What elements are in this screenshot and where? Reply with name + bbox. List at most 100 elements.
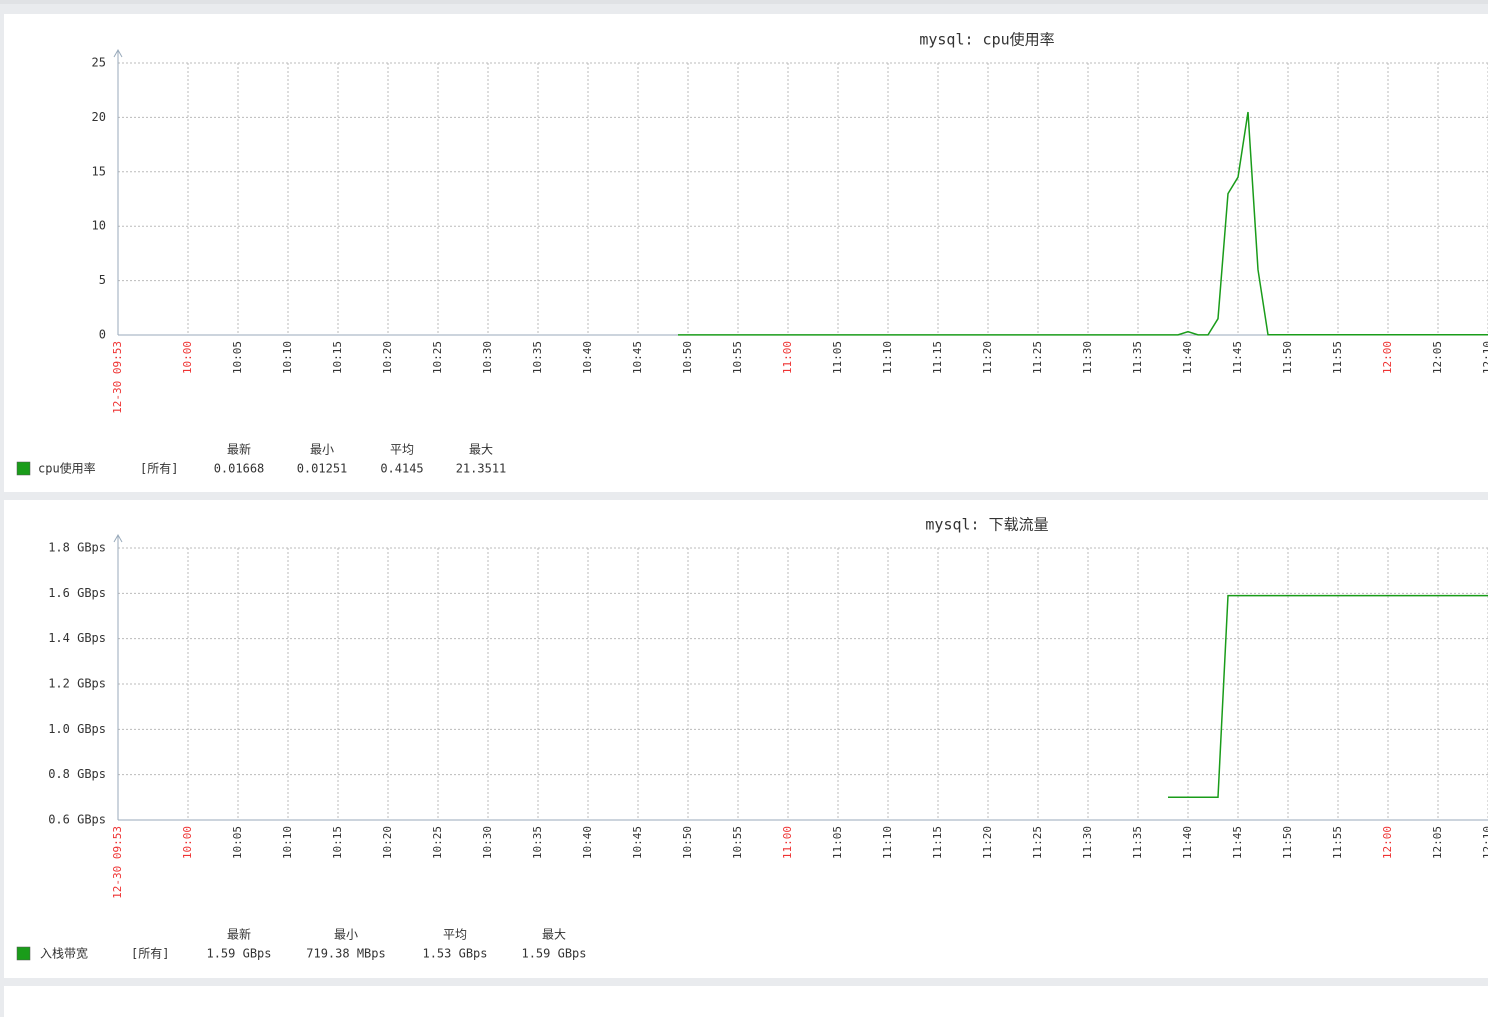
y-tick-label: 1.2 GBps — [48, 677, 106, 691]
y-tick-label: 1.6 GBps — [48, 586, 106, 600]
x-tick-label: 10:30 — [481, 826, 494, 859]
x-tick-label: 11:45 — [1231, 341, 1244, 374]
x-tick-label: 10:00 — [181, 341, 194, 374]
x-tick-label: 11:50 — [1281, 826, 1294, 859]
stat-header: 最新 — [227, 927, 251, 942]
x-tick-label: 12:00 — [1381, 826, 1394, 859]
x-tick-label: 10:15 — [331, 341, 344, 374]
x-tick-label: 10:35 — [531, 341, 544, 374]
stat-header: 最大 — [469, 443, 493, 457]
x-tick-label: 11:05 — [831, 826, 844, 859]
x-tick-label: 11:30 — [1081, 826, 1094, 859]
axis-arrow — [113, 533, 123, 543]
x-tick-label: 12-30 09:53 — [111, 826, 124, 899]
x-tick-label: 10:15 — [331, 826, 344, 859]
x-tick-label: 10:55 — [731, 826, 744, 859]
stat-value: 1.59 GBps — [206, 947, 271, 961]
stat-header: 平均 — [443, 928, 467, 942]
x-tick-label: 11:55 — [1331, 341, 1344, 374]
stat-header: 最大 — [542, 928, 566, 942]
y-tick-label: 5 — [99, 273, 106, 287]
panel — [4, 14, 1488, 492]
x-tick-label: 11:15 — [931, 826, 944, 859]
panel — [4, 986, 1488, 1017]
y-tick-label: 25 — [92, 56, 106, 70]
legend-func: [所有] — [131, 947, 169, 961]
stat-header: 最小 — [334, 928, 358, 942]
x-tick-label: 10:25 — [431, 341, 444, 374]
x-tick-label: 11:15 — [931, 341, 944, 374]
x-tick-label: 12:10 — [1481, 826, 1488, 859]
x-tick-label: 11:20 — [981, 826, 994, 859]
x-tick-label: 11:50 — [1281, 341, 1294, 374]
stat-value: 21.3511 — [456, 462, 507, 476]
x-tick-label: 11:10 — [881, 826, 894, 859]
data-line — [678, 111, 1488, 336]
x-tick-label: 11:30 — [1081, 341, 1094, 374]
axis-arrow — [113, 48, 123, 58]
x-tick-label: 10:40 — [581, 826, 594, 859]
y-tick-label: 1.8 GBps — [48, 541, 106, 555]
x-tick-label: 11:00 — [781, 826, 794, 859]
x-tick-label: 12:05 — [1431, 341, 1444, 374]
y-tick-label: 10 — [92, 219, 106, 233]
x-tick-label: 10:20 — [381, 826, 394, 859]
x-tick-label: 10:50 — [681, 341, 694, 374]
x-tick-label: 10:45 — [631, 341, 644, 374]
x-tick-label: 11:45 — [1231, 826, 1244, 859]
x-tick-label: 10:00 — [181, 826, 194, 859]
x-tick-label: 10:10 — [281, 341, 294, 374]
y-tick-label: 20 — [92, 110, 106, 124]
x-tick-label: 10:35 — [531, 826, 544, 859]
x-tick-label: 11:55 — [1331, 826, 1344, 859]
top-strip — [0, 0, 1488, 4]
y-tick-label: 0 — [99, 328, 106, 342]
x-tick-label: 10:25 — [431, 826, 444, 859]
x-tick-label: 10:20 — [381, 341, 394, 374]
x-tick-label: 11:25 — [1031, 341, 1044, 374]
stat-value: 1.59 GBps — [521, 947, 586, 961]
x-tick-label: 10:05 — [231, 341, 244, 374]
y-tick-label: 0.6 GBps — [48, 813, 106, 827]
x-tick-label: 10:50 — [681, 826, 694, 859]
x-tick-label: 11:05 — [831, 341, 844, 374]
stat-header: 最小 — [310, 443, 334, 457]
stat-value: 0.01668 — [214, 462, 265, 476]
x-tick-label: 10:05 — [231, 826, 244, 859]
x-tick-label: 11:40 — [1181, 826, 1194, 859]
x-tick-label: 12-30 09:53 — [111, 341, 124, 414]
x-tick-label: 10:45 — [631, 826, 644, 859]
x-tick-label: 10:10 — [281, 826, 294, 859]
x-tick-label: 12:10 — [1481, 341, 1488, 374]
x-tick-label: 11:20 — [981, 341, 994, 374]
legend-name: 入栈带宽 — [40, 946, 88, 961]
legend-func: [所有] — [140, 462, 178, 476]
x-tick-label: 11:00 — [781, 341, 794, 374]
stat-value: 0.01251 — [297, 462, 348, 476]
data-line — [1168, 594, 1488, 799]
x-tick-label: 11:35 — [1131, 341, 1144, 374]
y-tick-label: 1.0 GBps — [48, 722, 106, 736]
x-tick-label: 11:40 — [1181, 341, 1194, 374]
stat-header: 最新 — [227, 442, 251, 457]
stat-value: 0.4145 — [380, 462, 423, 476]
x-tick-label: 12:05 — [1431, 826, 1444, 859]
y-tick-label: 0.8 GBps — [48, 767, 106, 781]
panel — [4, 500, 1488, 978]
chart-title: mysql: 下载流量 — [925, 516, 1048, 534]
x-tick-label: 11:35 — [1131, 826, 1144, 859]
legend-swatch — [16, 946, 31, 961]
stat-header: 平均 — [390, 443, 414, 457]
legend-swatch — [16, 461, 31, 476]
y-tick-label: 15 — [92, 164, 106, 178]
x-tick-label: 12:00 — [1381, 341, 1394, 374]
x-tick-label: 11:10 — [881, 341, 894, 374]
stat-value: 1.53 GBps — [422, 947, 487, 961]
x-tick-label: 10:30 — [481, 341, 494, 374]
stat-value: 719.38 MBps — [306, 947, 385, 961]
legend-name: cpu使用率 — [38, 461, 96, 476]
x-tick-label: 10:55 — [731, 341, 744, 374]
x-tick-label: 10:40 — [581, 341, 594, 374]
